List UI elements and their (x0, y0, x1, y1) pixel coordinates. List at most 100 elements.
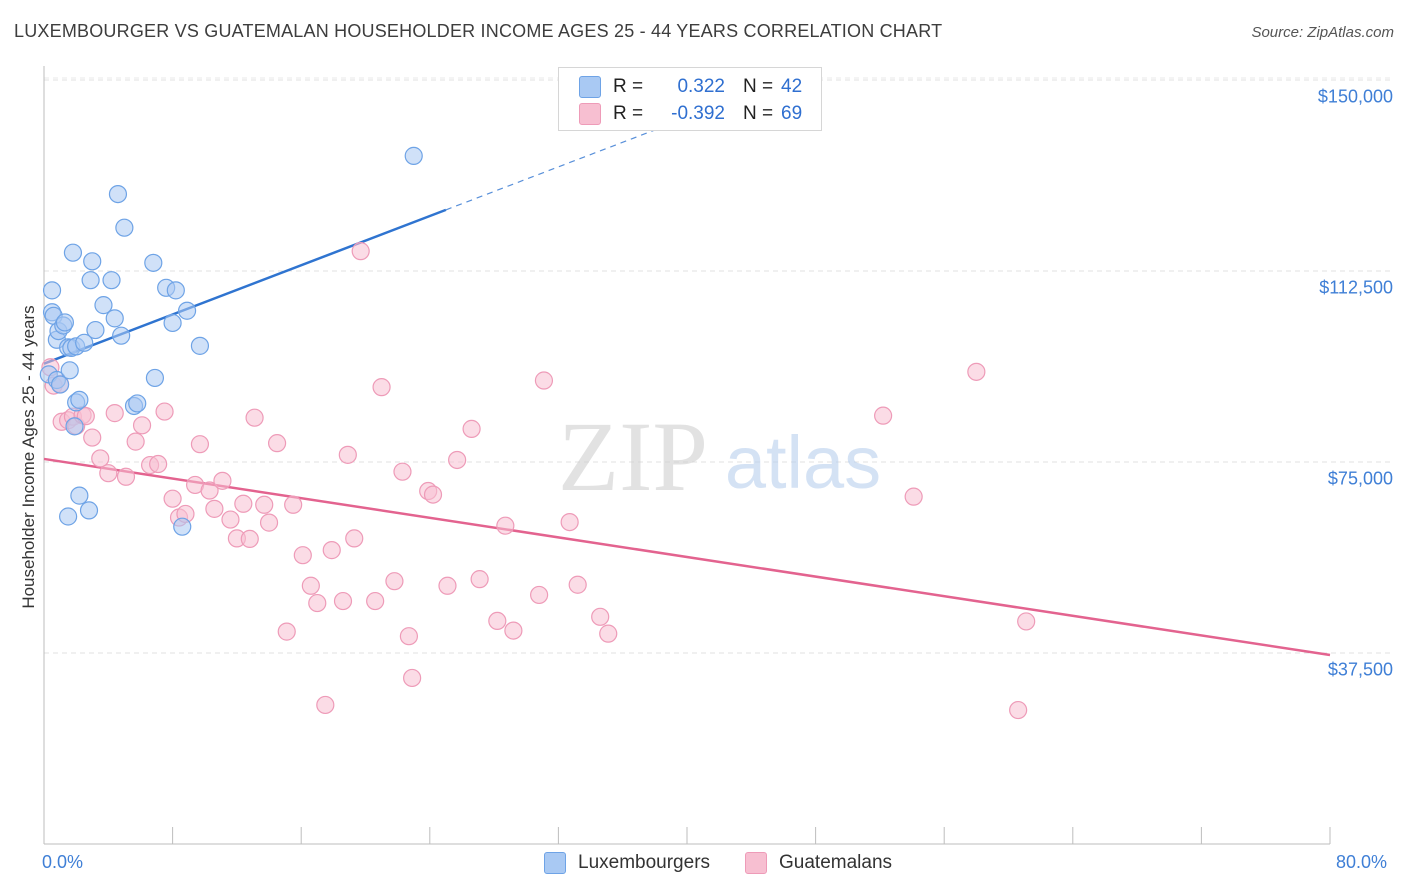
guatemalan-point (284, 495, 303, 514)
guatemalan-point (213, 471, 232, 490)
guatemalan-point (200, 481, 219, 500)
guatemalan-point (76, 407, 95, 426)
guatemalan-point (267, 434, 287, 453)
guatemalan-point (99, 464, 118, 483)
luxembourger-point (105, 309, 124, 328)
luxembourger-point (94, 296, 113, 315)
legend-blue-swatch-icon (544, 852, 566, 874)
luxembourger-point (81, 271, 100, 290)
stats-row-guatemalans: R = -0.392 N = 69 (579, 101, 802, 127)
luxembourger-point (108, 184, 128, 204)
guatemalan-point (234, 494, 253, 513)
r-value: 0.322 (677, 76, 725, 97)
guatemalan-point (308, 593, 327, 613)
guatemalan-point (372, 378, 391, 397)
legend-item-guatemalans[interactable]: Guatemalans (745, 852, 892, 874)
guatemalan-point (591, 607, 610, 626)
guatemalan-point (155, 402, 174, 421)
guatemalan-point (438, 576, 457, 595)
guatemalan-point (1017, 612, 1036, 631)
gridlines (44, 77, 1392, 654)
guatemalan-point (967, 362, 986, 381)
guatemalan-point (255, 495, 274, 514)
guatemalan-point (259, 513, 279, 532)
guatemalan-point (91, 449, 110, 468)
guatemalan-point (83, 428, 102, 447)
n-value: 42 (781, 76, 803, 97)
luxembourger-point (102, 271, 121, 290)
guatemalan-point (126, 432, 145, 451)
guatemalan-point (599, 624, 618, 643)
guatemalan-point (132, 416, 152, 435)
guatemalan-point (423, 485, 443, 504)
luxembourger-point (145, 368, 165, 388)
guatemalan-point (116, 467, 136, 486)
watermark: ZIP atlas (558, 401, 881, 512)
guatemalan-point (301, 576, 320, 595)
luxembourger-point (70, 390, 89, 409)
guatemalan-point (345, 529, 364, 548)
legend-label: Luxembourgers (578, 852, 711, 873)
luxembourger-point (65, 417, 84, 436)
luxembourger-point (75, 333, 94, 352)
guatemalan-point (403, 668, 422, 688)
luxembourger-point (50, 375, 70, 394)
r-label: R = (613, 103, 644, 124)
luxembourger-point (144, 253, 163, 272)
watermark-zip: ZIP (558, 401, 708, 512)
luxembourger-point (177, 301, 197, 320)
guatemalan-point (333, 591, 353, 611)
legend-label: Guatemalans (779, 852, 893, 873)
guatemalan-point (316, 695, 335, 715)
y-tick-label: $75,000 (1327, 468, 1393, 489)
luxembourger-point (404, 146, 423, 165)
guatemalan-point (1009, 700, 1028, 720)
stats-row-luxembourgers: R = 0.322 N = 42 (579, 74, 803, 100)
axes (43, 66, 1331, 845)
trend-lines (43, 117, 1331, 657)
guatemalan-point (277, 622, 296, 641)
pink-swatch-icon (579, 103, 601, 125)
luxembourger-point (112, 326, 131, 345)
correlation-stats-box: R = 0.322 N = 42 R = -0.392 N = 69 (558, 67, 822, 131)
n-label: N = (743, 76, 774, 97)
luxembourger-point (59, 507, 78, 526)
legend-item-luxembourgers[interactable]: Luxembourgers (544, 852, 710, 874)
watermark-atlas: atlas (725, 421, 881, 504)
r-label: R = (613, 76, 644, 97)
guatemalan-point (221, 510, 240, 529)
luxembourger-point (42, 281, 62, 300)
guatemalan-point (385, 572, 404, 591)
guatemalan-point (366, 591, 385, 611)
blue-swatch-icon (579, 76, 601, 98)
guatemalan-point (534, 371, 554, 390)
guatemalan-point (904, 487, 923, 506)
guatemalan-point (351, 242, 370, 261)
chart-title: LUXEMBOURGER VS GUATEMALAN HOUSEHOLDER I… (14, 21, 943, 41)
y-tick-label: $112,500 (1319, 277, 1393, 298)
luxembourger-point (70, 486, 89, 505)
guatemalan-point (293, 546, 312, 565)
guatemalan-point (105, 404, 124, 423)
guatemalan-point (488, 611, 507, 631)
guatemalan-point (240, 529, 259, 549)
guatemalan-point (462, 419, 481, 438)
guatemalan-point (163, 489, 182, 508)
x-tick-label-max: 80.0% (1336, 852, 1388, 872)
guatemalan-point (322, 541, 341, 560)
guatemalan-point (530, 585, 549, 605)
guatemalan-point (399, 627, 419, 646)
y-tick-label: $150,000 (1317, 86, 1393, 107)
luxembourger-point (83, 252, 102, 271)
n-label: N = (743, 103, 774, 124)
trend-line-extension-dashed (445, 117, 688, 211)
guatemalan-point (496, 516, 515, 535)
y-tick-label: $37,500 (1327, 659, 1393, 680)
guatemalan-point (568, 575, 587, 594)
luxembourger-point (55, 313, 74, 332)
guatemalan-point (245, 408, 264, 427)
guatemalan-point (560, 513, 579, 532)
scatter-points (39, 146, 1036, 720)
legend-pink-swatch-icon (745, 852, 767, 874)
